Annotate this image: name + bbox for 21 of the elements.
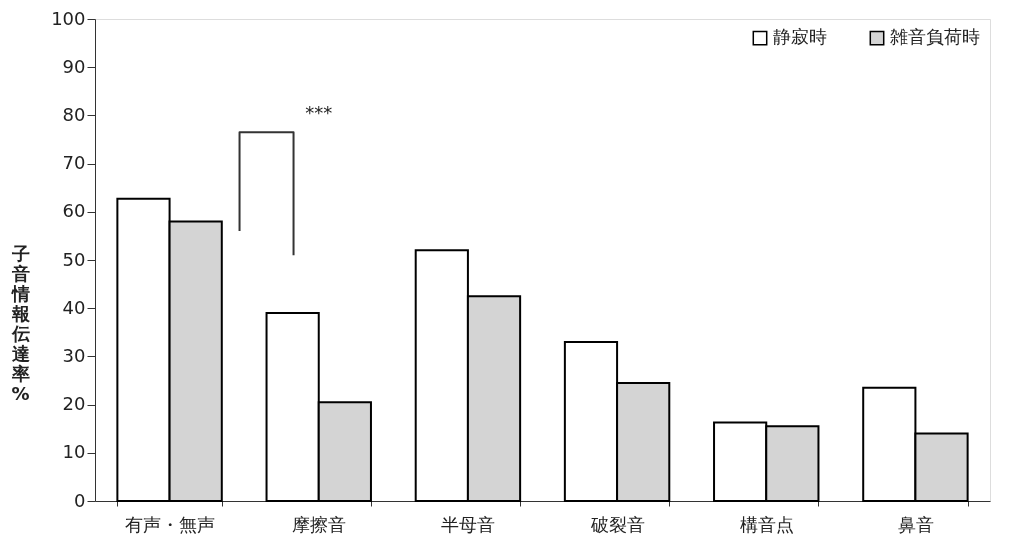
x-tick-label: 半母音 [441, 513, 496, 535]
annotation: *** [305, 102, 333, 124]
y-tick-label: 80 [62, 103, 86, 125]
legend-label: 雑音負荷時 [890, 26, 980, 48]
y-tick-label: 0 [74, 489, 86, 511]
y-tick-label: 90 [62, 55, 86, 77]
y-tick-label: 20 [62, 393, 86, 415]
x-tick-label: 有声・無声 [125, 513, 216, 535]
x-tick-label: 摩擦音 [292, 513, 347, 535]
y-tick-label: 30 [62, 344, 86, 366]
y-tick-label: 50 [62, 248, 86, 270]
y-tick-label: 60 [62, 200, 86, 222]
y-tick-label: 70 [62, 152, 86, 174]
y-tick-label: 100 [51, 7, 86, 29]
x-tick-label: 鼻音 [897, 513, 934, 535]
y-tick-label: 10 [62, 441, 86, 463]
y-tick-label: 40 [62, 296, 86, 318]
y-axis-title: 子音情報伝達率% [10, 242, 31, 404]
x-tick-label: 構音点 [739, 513, 794, 535]
x-tick-label: 破裂音 [589, 513, 645, 535]
legend-label: 静寂時 [773, 26, 827, 48]
